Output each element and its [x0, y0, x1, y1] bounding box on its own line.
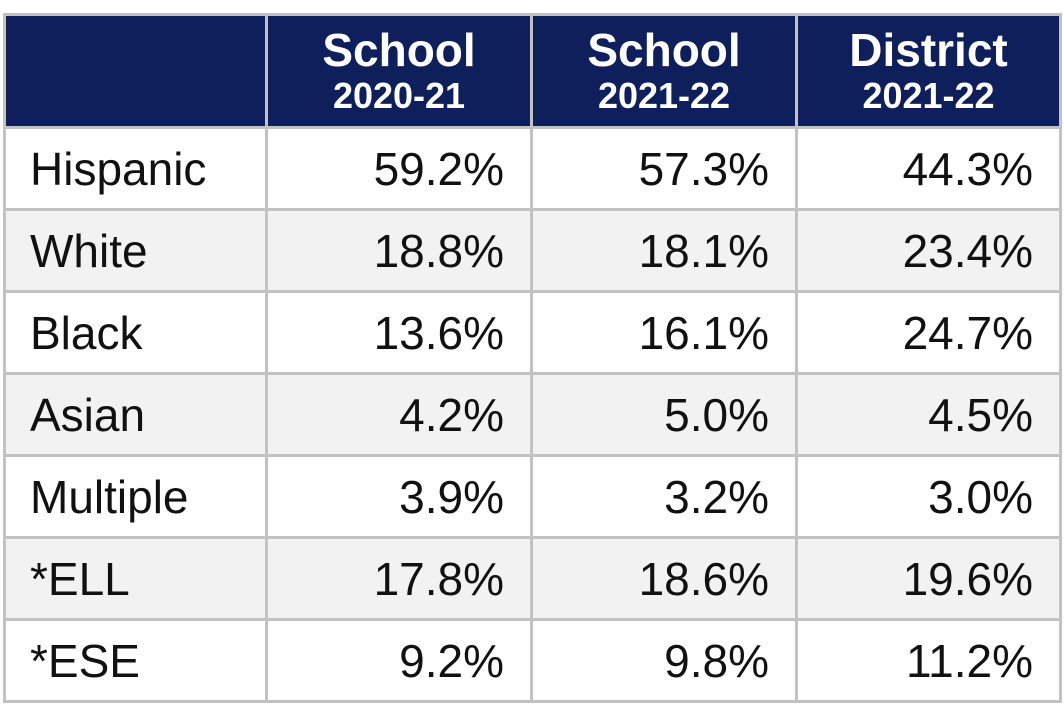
- value-cell: 59.2%: [265, 126, 533, 211]
- value-cell: 3.2%: [530, 454, 798, 539]
- row-label: Hispanic: [3, 126, 268, 211]
- value-cell: 13.6%: [265, 290, 533, 375]
- column-title: School: [322, 24, 476, 76]
- row-label: Asian: [3, 372, 268, 457]
- value-cell: 23.4%: [795, 208, 1062, 293]
- column-year: 2021-22: [597, 75, 731, 116]
- value-cell: 4.2%: [265, 372, 533, 457]
- column-title: District: [849, 24, 1008, 76]
- value-cell: 9.2%: [265, 618, 533, 703]
- value-cell: 3.9%: [265, 454, 533, 539]
- row-label: White: [3, 208, 268, 293]
- table-row: Asian 4.2% 5.0% 4.5%: [3, 372, 1062, 457]
- header-corner: [3, 13, 268, 129]
- value-cell: 9.8%: [530, 618, 798, 703]
- value-cell: 57.3%: [530, 126, 798, 211]
- column-header: School 2021-22: [530, 13, 798, 129]
- value-cell: 5.0%: [530, 372, 798, 457]
- column-header: District 2021-22: [795, 13, 1062, 129]
- row-label: Multiple: [3, 454, 268, 539]
- value-cell: 19.6%: [795, 536, 1062, 621]
- header-row: School 2020-21 School 2021-22 District 2021-2…: [3, 13, 1062, 129]
- column-year: 2020-21: [332, 75, 466, 116]
- table-row: Black 13.6% 16.1% 24.7%: [3, 290, 1062, 375]
- value-cell: 18.6%: [530, 536, 798, 621]
- column-title: School: [587, 24, 741, 76]
- value-cell: 18.8%: [265, 208, 533, 293]
- row-label: Black: [3, 290, 268, 375]
- value-cell: 17.8%: [265, 536, 533, 621]
- row-label: *ELL: [3, 536, 268, 621]
- value-cell: 16.1%: [530, 290, 798, 375]
- table-row: Hispanic 59.2% 57.3% 44.3%: [3, 126, 1062, 211]
- value-cell: 11.2%: [795, 618, 1062, 703]
- table-body: Hispanic 59.2% 57.3% 44.3% White 18.8% 18.1% 23…: [3, 126, 1062, 703]
- column-header: School 2020-21: [265, 13, 533, 129]
- value-cell: 44.3%: [795, 126, 1062, 211]
- value-cell: 3.0%: [795, 454, 1062, 539]
- value-cell: 18.1%: [530, 208, 798, 293]
- table-row: White 18.8% 18.1% 23.4%: [3, 208, 1062, 293]
- column-year: 2021-22: [862, 75, 995, 116]
- table-row: *ESE 9.2% 9.8% 11.2%: [3, 618, 1062, 703]
- table-row: Multiple 3.9% 3.2% 3.0%: [3, 454, 1062, 539]
- table-row: *ELL 17.8% 18.6% 19.6%: [3, 536, 1062, 621]
- value-cell: 24.7%: [795, 290, 1062, 375]
- row-label: *ESE: [3, 618, 268, 703]
- value-cell: 4.5%: [795, 372, 1062, 457]
- demographics-table: School 2020-21 School 2021-22 District 2021-2…: [3, 13, 1062, 703]
